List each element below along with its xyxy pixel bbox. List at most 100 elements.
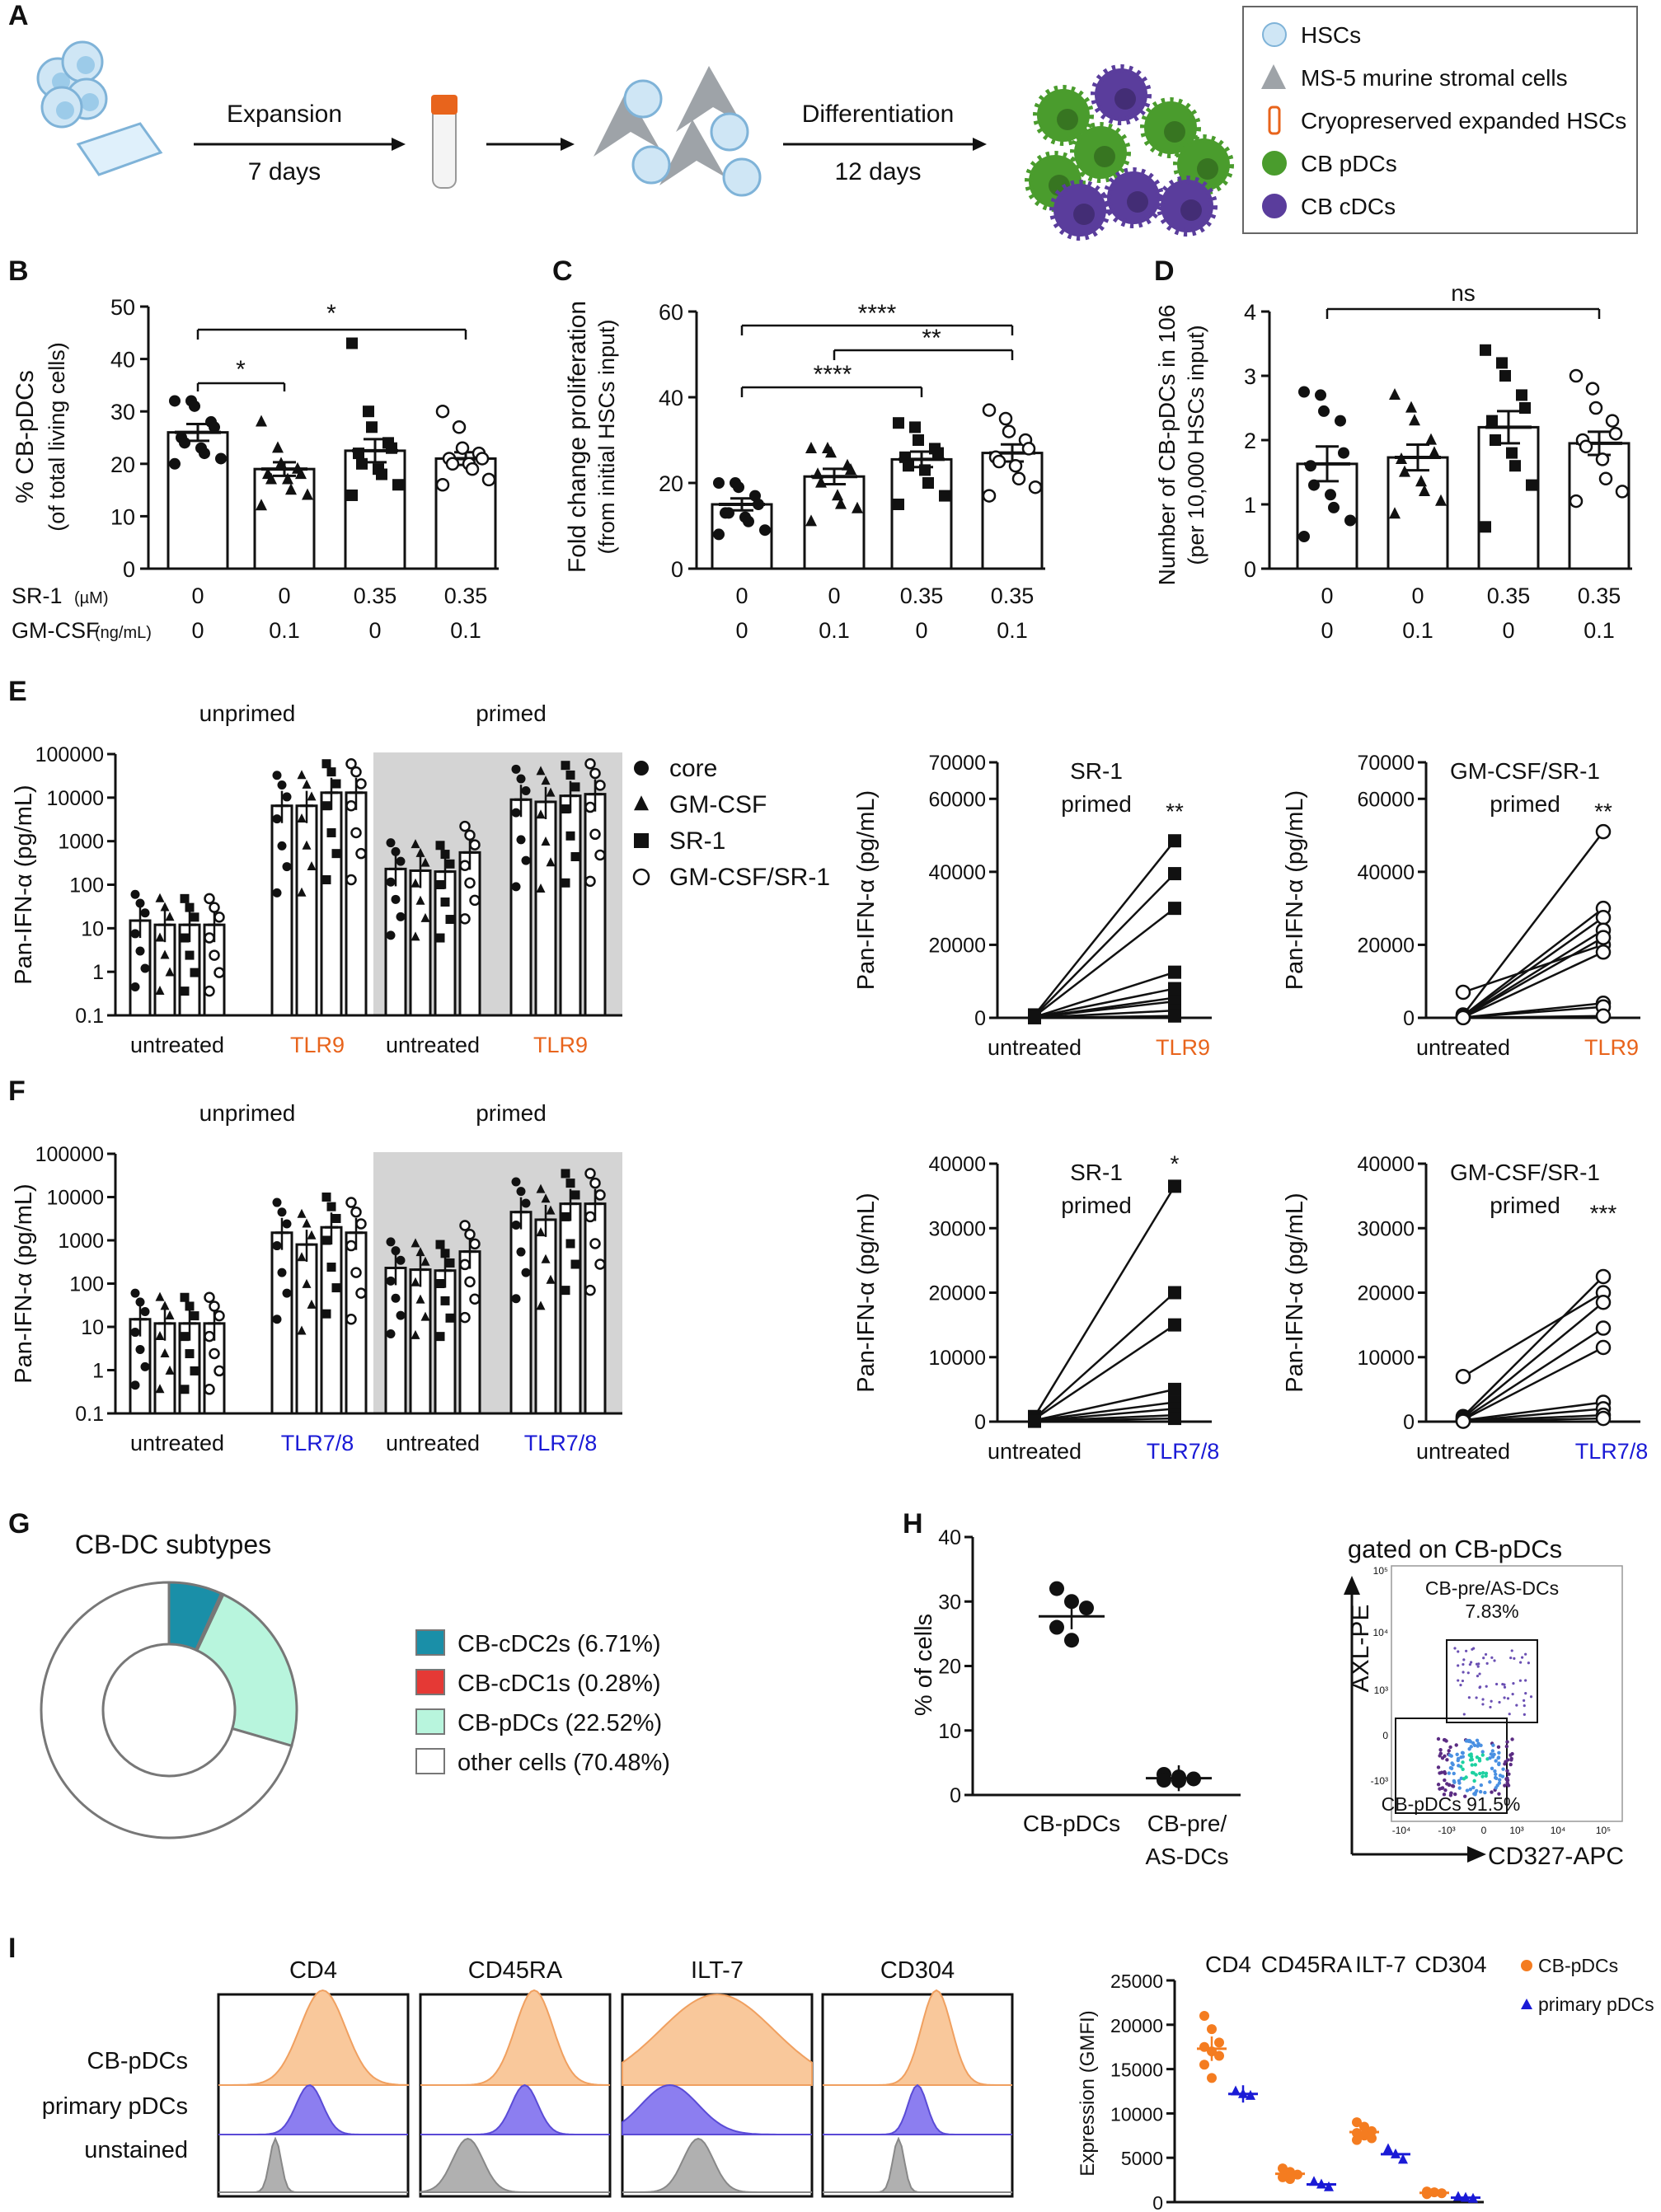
event-dot: [1471, 1785, 1476, 1790]
y-tick-label: 20000: [1110, 2015, 1163, 2036]
event-dot: [1457, 1664, 1460, 1667]
data-point: [469, 1238, 481, 1250]
event-dot: [1467, 1696, 1471, 1699]
step2-duration: 12 days: [834, 158, 921, 185]
arrow-up-icon: [1344, 1576, 1360, 1595]
data-point: [435, 1332, 445, 1342]
data-point: [536, 809, 546, 819]
data-point: [179, 437, 190, 449]
event-dot: [1469, 1752, 1473, 1756]
data-point: [1391, 2148, 1401, 2158]
gm-label: GM-CSF: [12, 618, 99, 643]
y-tick-label: 15000: [1110, 2060, 1163, 2081]
data-point: [180, 893, 190, 903]
x-untreated: untreated: [130, 1431, 224, 1455]
event-dot: [1443, 1754, 1447, 1759]
d-ylabel: Number of CB-pDCs in 106: [1154, 305, 1180, 586]
event-dot: [1462, 1713, 1466, 1716]
b-sig: *: [236, 356, 246, 383]
panel-label: B: [8, 255, 29, 287]
data-point: [893, 499, 904, 510]
x-untreated: untreated: [1416, 1439, 1510, 1464]
legend-marker: [634, 795, 649, 811]
stromal-cell-icon: [676, 66, 742, 132]
data-point: [321, 1235, 331, 1245]
data-point: [155, 986, 165, 996]
event-dot: [1462, 1777, 1466, 1781]
data-point: [204, 1291, 215, 1303]
stromal-cell-icon: [659, 120, 725, 185]
gate1-name: CB-pre/AS-DCs: [1425, 1577, 1559, 1599]
bar: [409, 869, 432, 1017]
data-point: [475, 452, 490, 466]
y-tick-label: 10000: [1110, 2103, 1163, 2125]
sr1-value: 0.35: [1578, 583, 1621, 608]
pair-title: SR-1: [1070, 758, 1123, 784]
gm-value: 0.1: [450, 618, 481, 643]
h-ylabel: % of cells: [911, 1614, 937, 1716]
data-point: [440, 850, 450, 860]
x-stim: TLR7/8: [1575, 1439, 1649, 1464]
bar: [434, 870, 457, 1017]
event-dot: [1438, 1748, 1443, 1752]
data-point: [435, 404, 450, 419]
data-point: [1199, 2041, 1209, 2052]
data-point: [180, 1292, 190, 1302]
data-point: [282, 1288, 292, 1298]
data-point: [713, 477, 725, 489]
event-dot: [1476, 1744, 1480, 1748]
data-point: [1207, 2046, 1217, 2057]
data-point: [1309, 2176, 1319, 2186]
data-point: [1455, 1010, 1471, 1026]
unprimed-label: unprimed: [199, 701, 296, 726]
gate-pre-as-dc: [1446, 1639, 1538, 1723]
gm-value: 0.1: [1584, 618, 1615, 643]
pair-line: [1462, 907, 1604, 1017]
nucleus-icon: [1127, 191, 1148, 213]
event-dot: [1447, 1771, 1452, 1775]
event-dot: [1480, 1771, 1485, 1775]
event-dot: [1490, 1699, 1493, 1703]
event-dot: [1510, 1649, 1513, 1652]
pair-line: [1034, 873, 1175, 1017]
data-point: [455, 441, 470, 455]
data-point: [516, 1187, 526, 1197]
nucleus-icon: [1073, 204, 1095, 225]
data-point: [189, 400, 200, 412]
data-point: [1298, 531, 1310, 542]
nucleus-icon: [1180, 199, 1202, 221]
event-dot: [1461, 1679, 1465, 1683]
legend-g-item: other cells (70.48%): [457, 1750, 670, 1776]
pair-line: [1034, 1015, 1175, 1019]
data-point: [272, 1315, 282, 1324]
data-point: [1168, 1286, 1181, 1300]
pair-line: [1034, 1388, 1175, 1422]
event-dot: [1498, 1774, 1503, 1778]
event-dot: [1515, 1704, 1518, 1707]
x-stim: TLR9: [533, 1033, 588, 1057]
data-point: [415, 895, 425, 905]
event-dot: [1478, 1686, 1481, 1689]
data-point: [277, 1268, 287, 1277]
b-sig: *: [326, 300, 336, 327]
bar: [434, 1269, 457, 1415]
hsc-cell-icon: [710, 112, 749, 152]
data-point: [1490, 434, 1501, 446]
event-dot: [1493, 1659, 1496, 1662]
data-point: [1519, 402, 1531, 414]
i-category-label: ILT-7: [1355, 1952, 1406, 1977]
pair-sig: ***: [1590, 1201, 1617, 1226]
data-point: [469, 839, 481, 851]
event-dot: [1527, 1661, 1530, 1665]
data-point: [435, 1279, 445, 1288]
data-point: [272, 1197, 282, 1207]
data-point: [1168, 965, 1181, 979]
data-point: [1425, 433, 1437, 445]
data-point: [713, 528, 725, 541]
data-point: [209, 1300, 220, 1312]
data-point: [135, 1297, 145, 1307]
data-point: [135, 1344, 145, 1354]
y-tick-label: 0: [950, 1784, 961, 1807]
x-stim: TLR7/8: [524, 1431, 598, 1455]
data-point: [1437, 2188, 1447, 2199]
